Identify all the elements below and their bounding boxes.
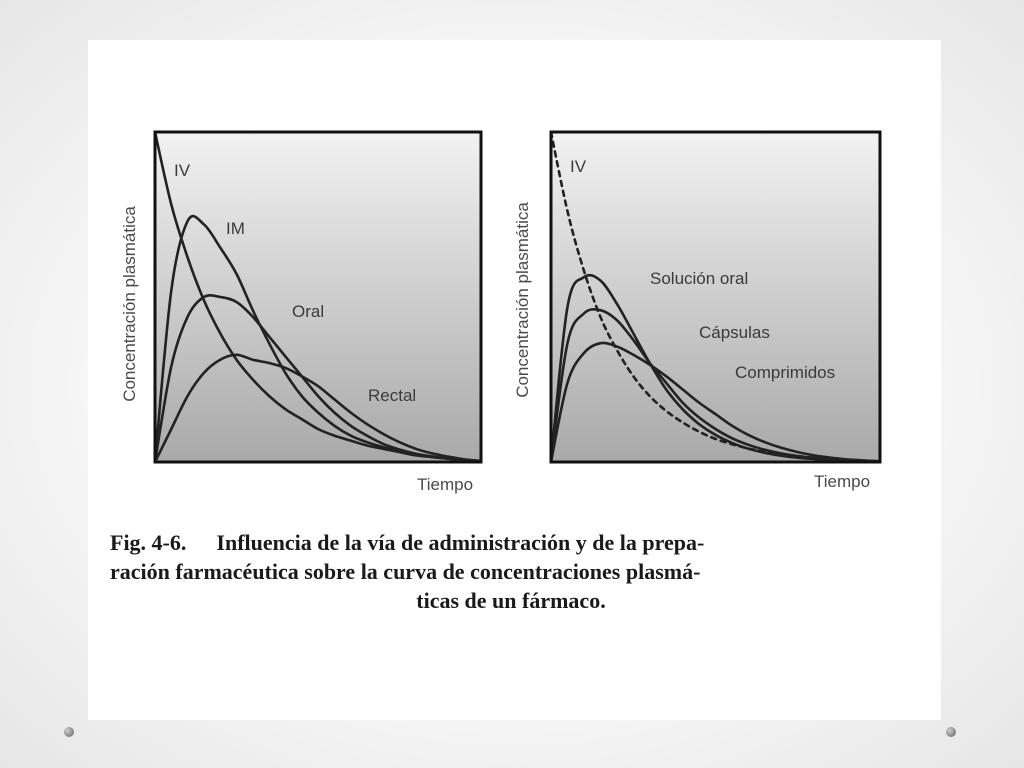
chart-right-series-comprimidos-line — [551, 341, 880, 462]
chart-left-curves — [155, 132, 481, 462]
slide-corner-dot-left — [64, 727, 74, 737]
chart-right-frame — [549, 130, 882, 464]
chart-right-series-capsulas-line — [551, 308, 880, 462]
caption-line-1: Influencia de la vía de administración y… — [216, 530, 705, 555]
figure-number: Fig. 4-6. — [110, 530, 187, 555]
series-label-oral: Oral — [292, 302, 324, 321]
series-label-iv: IV — [174, 161, 191, 180]
chart-right-series-iv-line — [551, 132, 880, 462]
series-label-im: IM — [226, 219, 245, 238]
slide-corner-dot-right — [946, 727, 956, 737]
chart-right-ylabel: Concentración plasmática — [513, 202, 532, 398]
chart-right-xlabel: Tiempo — [814, 472, 870, 491]
chart-left-ylabel: Concentración plasmática — [120, 206, 139, 402]
figure-caption: Fig. 4-6. Influencia de la vía de adminis… — [110, 528, 900, 615]
caption-line-2: ración farmacéutica sobre la curva de co… — [110, 559, 701, 584]
chart-left-plot-area — [155, 132, 481, 462]
chart-left: Concentración plasmática Tiempo IV IM Or… — [120, 130, 483, 494]
series-label-comprimidos: Comprimidos — [735, 363, 835, 382]
chart-right-curves — [551, 132, 880, 462]
chart-right-plot-area — [551, 132, 880, 462]
series-label-solucion-oral: Solución oral — [650, 269, 748, 288]
chart-left-xlabel: Tiempo — [417, 475, 473, 494]
chart-left-frame — [153, 130, 483, 464]
series-label-iv-dashed: IV — [570, 157, 587, 176]
series-label-capsulas: Cápsulas — [699, 323, 770, 342]
chart-right: Concentración plasmática Tiempo IV Soluc… — [513, 130, 882, 491]
series-label-rectal: Rectal — [368, 386, 416, 405]
caption-line-3: ticas de un fármaco. — [416, 588, 606, 613]
chart-left-series-rectal-line — [155, 353, 481, 462]
chart-left-series-oral-line — [155, 294, 481, 462]
